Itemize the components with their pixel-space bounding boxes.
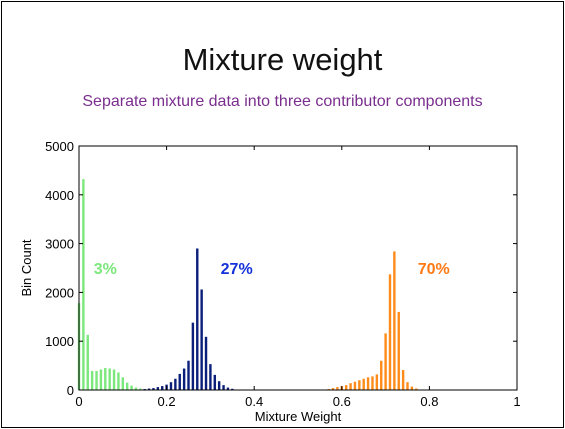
histogram-bar bbox=[209, 364, 212, 390]
histogram-bar bbox=[90, 370, 94, 390]
x-tick-label: 0.2 bbox=[158, 394, 176, 409]
histogram-bar bbox=[134, 387, 138, 390]
histogram-bar bbox=[86, 334, 89, 390]
y-tick-label: 3000 bbox=[45, 237, 74, 252]
histogram-bar bbox=[388, 274, 392, 390]
histogram-bar bbox=[336, 387, 339, 390]
histogram-bar bbox=[196, 248, 199, 390]
histogram-bar bbox=[375, 374, 379, 390]
labels-layer: Mixture Weight Bin Count bbox=[19, 239, 342, 424]
histogram-bar bbox=[161, 386, 164, 390]
histogram-bar bbox=[353, 381, 357, 390]
histogram-bar bbox=[366, 377, 370, 390]
histogram-bar bbox=[344, 385, 348, 390]
x-axis-label: Mixture Weight bbox=[255, 409, 342, 424]
histogram-bar bbox=[112, 369, 116, 390]
histogram-bar bbox=[226, 387, 230, 390]
histogram-bar bbox=[362, 378, 365, 390]
annotations-layer: 3% 27% 70% bbox=[94, 261, 450, 278]
histogram-bar bbox=[401, 369, 405, 390]
slide-subtitle: Separate mixture data into three contrib… bbox=[82, 93, 483, 110]
histogram-bar bbox=[152, 388, 155, 390]
histogram-bar bbox=[397, 311, 400, 390]
y-axis-label: Bin Count bbox=[19, 239, 34, 296]
histogram-bar bbox=[178, 373, 181, 390]
histogram-bar bbox=[139, 388, 142, 390]
histogram-bar bbox=[99, 369, 103, 390]
histogram-bar bbox=[108, 368, 111, 390]
histogram-bar bbox=[406, 382, 409, 390]
histogram-bar bbox=[213, 374, 216, 390]
histogram-bar bbox=[125, 382, 129, 390]
histogram-bar bbox=[204, 336, 208, 390]
y-tick-label: 5000 bbox=[45, 139, 74, 154]
histogram-bar bbox=[371, 376, 374, 390]
histogram-bar bbox=[358, 380, 361, 390]
slide-title: Mixture weight bbox=[182, 42, 383, 77]
histogram-bar bbox=[231, 388, 234, 390]
histogram-bar bbox=[191, 322, 195, 390]
y-tick-label: 4000 bbox=[45, 188, 74, 203]
histogram-bar bbox=[415, 388, 418, 390]
histogram-bar bbox=[349, 383, 352, 390]
percentage-annotation: 3% bbox=[94, 261, 117, 278]
histogram-bar bbox=[187, 360, 190, 390]
histogram-bar bbox=[182, 368, 186, 390]
x-tick-label: 0.4 bbox=[245, 394, 263, 409]
histogram-bar bbox=[380, 360, 383, 390]
histogram-bar bbox=[331, 388, 335, 390]
y-tick-label: 1000 bbox=[45, 334, 74, 349]
ticks-layer: 0 0.2 0.4 0.6 0.8 1 0 1000 2000 3000 4000 5000 bbox=[45, 139, 521, 409]
histogram-bar bbox=[117, 372, 120, 390]
histogram-bar bbox=[156, 387, 160, 390]
histogram-bar bbox=[384, 333, 387, 390]
plot-area bbox=[78, 145, 518, 391]
histogram-bar bbox=[121, 377, 125, 390]
bars-layer bbox=[77, 179, 422, 390]
x-tick-label: 1 bbox=[513, 394, 520, 409]
histogram-bar bbox=[174, 378, 177, 390]
histogram-bar bbox=[393, 251, 396, 390]
histogram-bar bbox=[222, 385, 225, 390]
x-tick-label: 0 bbox=[75, 394, 82, 409]
percentage-annotation: 70% bbox=[418, 261, 450, 278]
histogram-bar bbox=[130, 385, 133, 390]
x-tick-label: 0.8 bbox=[420, 394, 438, 409]
y-tick-label: 0 bbox=[67, 383, 74, 398]
histogram-bar bbox=[169, 382, 173, 390]
histogram-bar bbox=[147, 388, 151, 390]
x-tick-label: 0.6 bbox=[333, 394, 351, 409]
histogram-bar bbox=[82, 179, 85, 390]
histogram-bar bbox=[200, 289, 203, 390]
histogram-bar bbox=[217, 381, 221, 390]
histogram-bar bbox=[410, 386, 414, 390]
percentage-annotation: 27% bbox=[221, 261, 253, 278]
histogram-bar bbox=[95, 370, 98, 390]
y-tick-label: 2000 bbox=[45, 285, 74, 300]
histogram-bar bbox=[104, 368, 107, 390]
